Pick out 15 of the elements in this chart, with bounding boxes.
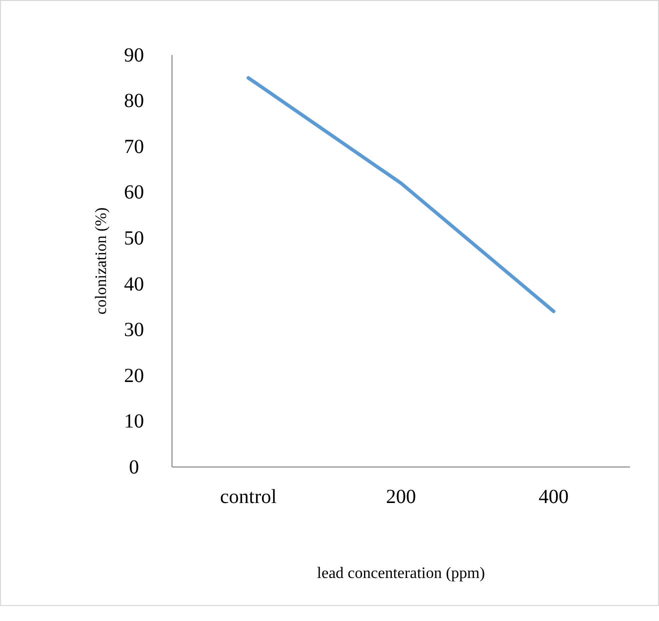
y-axis-title: colonization (%) — [93, 207, 110, 315]
x-tick-label: 400 — [538, 486, 569, 508]
y-tick-label: 20 — [124, 364, 144, 387]
y-tick-label: 90 — [124, 44, 144, 66]
y-tick-label: 70 — [124, 136, 144, 158]
x-tick-label: 200 — [386, 486, 416, 508]
y-tick-label: 80 — [124, 90, 144, 112]
y-tick-label: 10 — [124, 410, 144, 433]
y-tick-label: 30 — [124, 319, 144, 342]
y-tick-label: 60 — [124, 182, 144, 204]
x-axis-title: lead concenteration (ppm) — [317, 565, 485, 582]
y-tick-label: 0 — [129, 456, 139, 478]
x-tick-label: control — [220, 486, 278, 508]
y-tick-label: 40 — [124, 273, 144, 296]
y-tick-label: 50 — [124, 228, 144, 250]
